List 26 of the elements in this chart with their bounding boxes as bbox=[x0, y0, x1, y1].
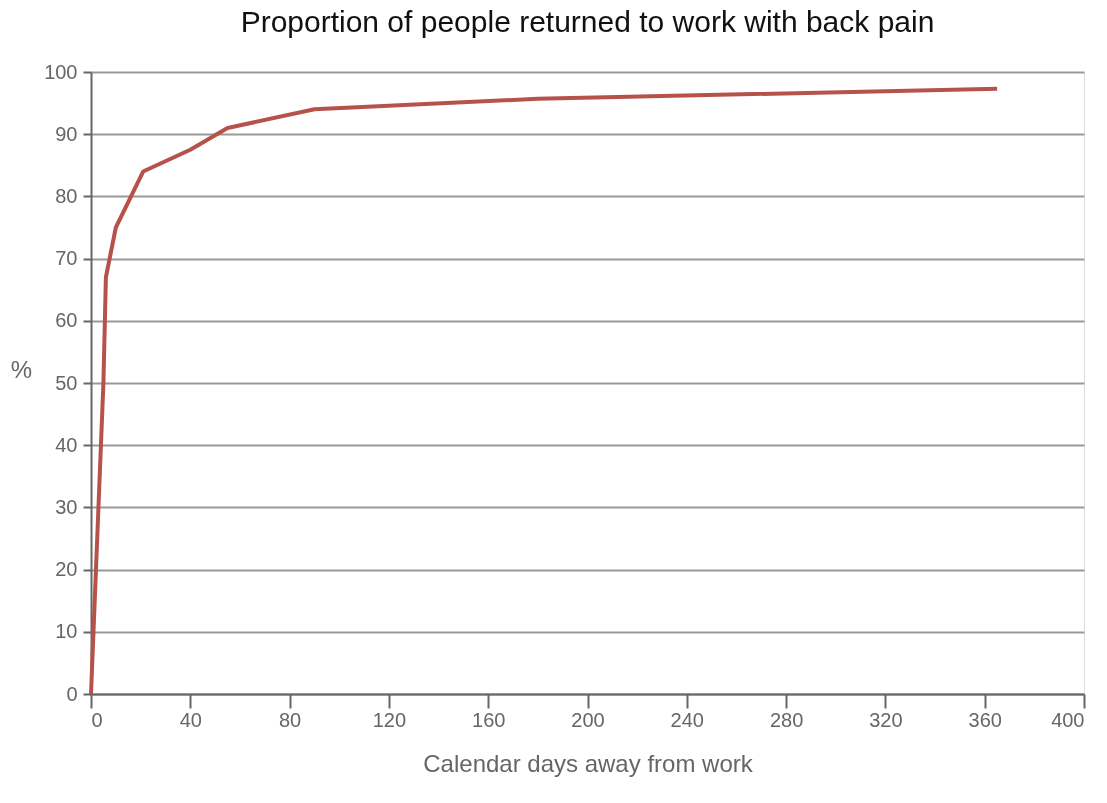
y-tick-label: 60 bbox=[55, 309, 78, 332]
chart-title: Proportion of people returned to work with back pain bbox=[240, 5, 935, 38]
x-tick-label: 400 bbox=[1051, 708, 1085, 731]
x-tick-label: 0 bbox=[91, 708, 103, 731]
y-tick-label: 70 bbox=[55, 247, 78, 270]
x-tick-label: 160 bbox=[472, 708, 506, 731]
x-tick-label: 40 bbox=[179, 708, 202, 731]
y-tick-label: 40 bbox=[55, 433, 78, 456]
x-tick-label: 120 bbox=[372, 708, 407, 731]
y-tick-label: 20 bbox=[55, 558, 78, 581]
x-tick-label: 80 bbox=[278, 708, 302, 731]
y-tick-label: 10 bbox=[55, 620, 78, 643]
y-tick-label: 100 bbox=[44, 60, 78, 83]
x-tick-label: 360 bbox=[968, 708, 1002, 731]
x-tick-label: 280 bbox=[769, 708, 804, 731]
y-tick-label: 90 bbox=[55, 122, 78, 145]
x-tick-label: 240 bbox=[670, 708, 704, 731]
y-tick-label: 80 bbox=[55, 184, 78, 207]
y-tick-label: 0 bbox=[66, 682, 78, 705]
x-tick-label: 320 bbox=[869, 708, 903, 731]
y-tick-label: 50 bbox=[55, 371, 78, 394]
x-tick-label: 200 bbox=[571, 708, 605, 731]
line-series bbox=[89, 86, 1000, 696]
y-tick-label: 30 bbox=[55, 495, 78, 518]
y-axis-title: % bbox=[10, 355, 33, 383]
x-axis-title: Calendar days away from work bbox=[423, 749, 754, 777]
